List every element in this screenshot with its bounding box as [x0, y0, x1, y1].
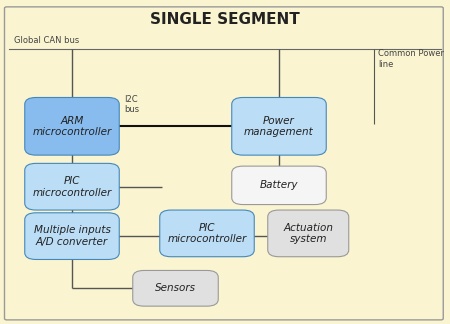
FancyBboxPatch shape [4, 7, 443, 320]
FancyBboxPatch shape [160, 210, 254, 257]
FancyBboxPatch shape [232, 98, 326, 155]
FancyBboxPatch shape [25, 98, 119, 155]
Text: PIC
microcontroller: PIC microcontroller [167, 223, 247, 244]
Text: I2C
bus: I2C bus [124, 95, 139, 114]
Text: ARM
microcontroller: ARM microcontroller [32, 115, 112, 137]
FancyBboxPatch shape [25, 213, 119, 260]
Text: Global CAN bus: Global CAN bus [14, 36, 79, 45]
FancyBboxPatch shape [7, 52, 441, 318]
Text: Actuation
system: Actuation system [283, 223, 333, 244]
Text: Multiple inputs
A/D converter: Multiple inputs A/D converter [34, 225, 110, 247]
Text: Sensors: Sensors [155, 283, 196, 293]
FancyBboxPatch shape [268, 210, 349, 257]
Text: Common Power
line: Common Power line [378, 50, 444, 69]
Text: PIC
microcontroller: PIC microcontroller [32, 176, 112, 198]
Text: SINGLE SEGMENT: SINGLE SEGMENT [150, 12, 300, 28]
FancyBboxPatch shape [133, 271, 218, 306]
Text: Power
management: Power management [244, 115, 314, 137]
FancyBboxPatch shape [232, 166, 326, 204]
Text: Battery: Battery [260, 180, 298, 190]
FancyBboxPatch shape [25, 163, 119, 210]
